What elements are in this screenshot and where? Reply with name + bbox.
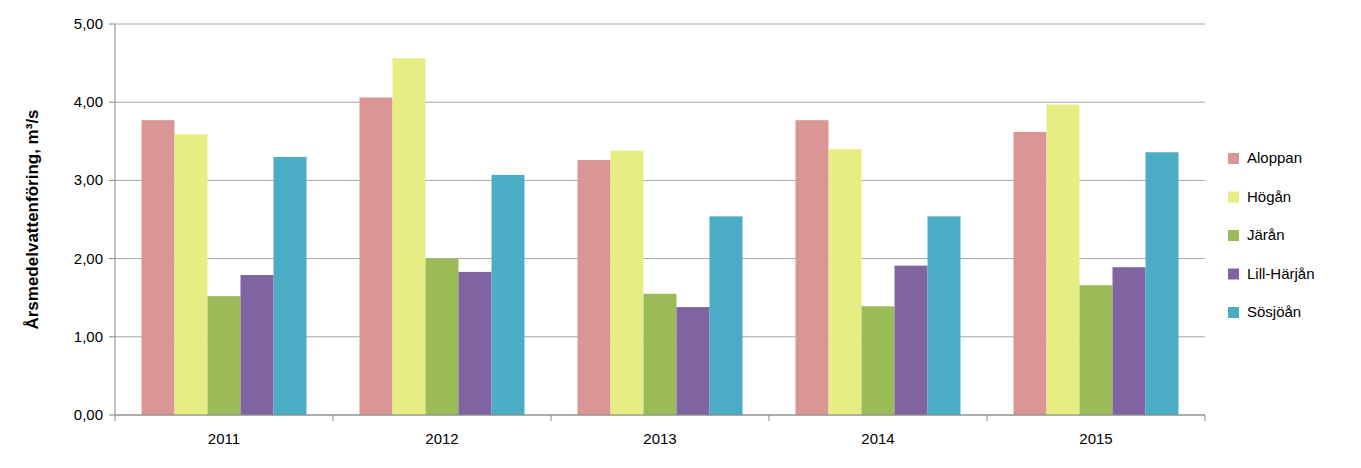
bar [796, 120, 829, 415]
bar [393, 58, 426, 415]
y-tick [109, 24, 115, 25]
x-tick-label: 2015 [1079, 430, 1112, 447]
bar [492, 175, 525, 415]
bar [677, 307, 710, 415]
bar [360, 98, 393, 415]
y-tick-label: 2,00 [74, 250, 103, 267]
legend: Aloppan Högån Järån Lill-Härjån Sösjöån [1228, 149, 1315, 320]
legend-label: Sösjöån [1247, 303, 1301, 320]
x-tick [987, 415, 988, 421]
bar [928, 216, 961, 415]
bar [578, 160, 611, 415]
bar [274, 157, 307, 415]
bar [175, 134, 208, 415]
x-tick [115, 415, 116, 421]
bars [142, 58, 1179, 415]
y-tick [109, 102, 115, 103]
bar [862, 306, 895, 415]
legend-label: Högån [1247, 188, 1291, 205]
bar [895, 266, 928, 415]
x-tick [551, 415, 552, 421]
bar [1113, 267, 1146, 415]
y-tick [109, 415, 115, 416]
bar [1080, 285, 1113, 415]
y-tick [109, 336, 115, 337]
legend-swatch [1228, 153, 1239, 164]
legend-label: Aloppan [1247, 149, 1302, 166]
y-axis [115, 24, 116, 415]
grid-line [115, 102, 1205, 103]
x-tick [769, 415, 770, 421]
bar [459, 272, 492, 415]
y-tick-label: 3,00 [74, 171, 103, 188]
bar [611, 151, 644, 415]
bar [142, 120, 175, 415]
bar [208, 296, 241, 415]
bar [829, 149, 862, 415]
x-tick-label: 2013 [643, 430, 676, 447]
x-axis [115, 415, 1205, 416]
legend-swatch [1228, 230, 1239, 241]
x-tick [333, 415, 334, 421]
y-tick-label: 1,00 [74, 328, 103, 345]
bar [1047, 105, 1080, 415]
grid-line [115, 24, 1205, 25]
chart: 0,00 1,00 2,00 3,00 4,00 5,00 2011 2012 2013 2014… [0, 0, 1361, 468]
grid-line [115, 415, 1205, 416]
legend-swatch [1228, 269, 1239, 280]
x-tick-label: 2014 [861, 430, 894, 447]
y-tick [109, 180, 115, 181]
legend-swatch [1228, 192, 1239, 203]
legend-label: Lill-Härjån [1247, 265, 1315, 282]
bar [644, 294, 677, 415]
legend-label: Järån [1247, 226, 1285, 243]
x-tick-label: 2012 [425, 430, 458, 447]
y-tick-label: 0,00 [74, 406, 103, 423]
bar [241, 275, 274, 415]
bar [1146, 152, 1179, 415]
x-tick [1205, 415, 1206, 421]
y-tick [109, 258, 115, 259]
bar [1014, 132, 1047, 415]
y-tick-label: 4,00 [74, 93, 103, 110]
legend-swatch [1228, 307, 1239, 318]
y-tick-label: 5,00 [74, 15, 103, 32]
bar [426, 259, 459, 415]
bar [710, 216, 743, 415]
y-axis-label: Årsmedelvattenföring, m³/s [23, 109, 42, 329]
x-tick-label: 2011 [208, 430, 240, 447]
